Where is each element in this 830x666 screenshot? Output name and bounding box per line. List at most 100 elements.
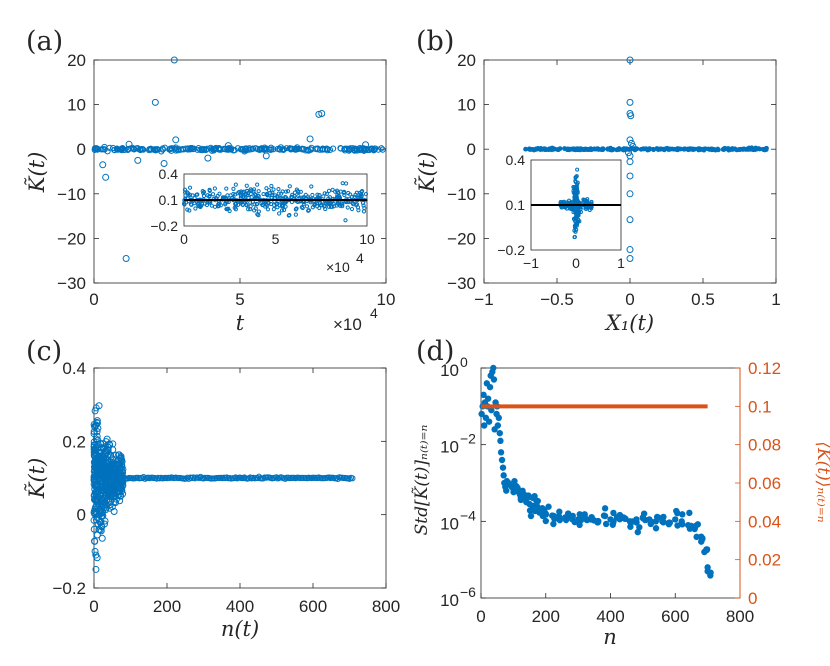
panel-b-inset-point <box>574 189 579 194</box>
panel-c-xtick-label: 400 <box>226 597 254 616</box>
panel-a-inset-point <box>244 183 249 188</box>
panel-a-outlier <box>122 254 130 262</box>
panel-c-point <box>99 512 107 520</box>
panel-a-inset-point <box>235 191 240 196</box>
panel-d-std-point <box>652 525 660 532</box>
panel-c-point <box>95 502 103 510</box>
panel-a-inset-point <box>309 184 314 189</box>
panel-a-inset-point <box>310 205 315 210</box>
panel-d-std-point <box>484 395 492 402</box>
panel-d-std-point <box>550 520 557 528</box>
panel-d-axes <box>480 367 741 599</box>
panel-a-axes <box>93 59 387 284</box>
panel-d-std-point <box>498 456 506 464</box>
panel-b-point <box>596 146 602 152</box>
panel-d-std-point <box>594 519 602 526</box>
panel-b-inset-xtick-label: 0 <box>572 255 580 271</box>
panel-a-point <box>119 144 126 152</box>
panel-a-point <box>194 146 201 153</box>
panel-a-point <box>154 146 161 153</box>
panel-a-inset-point <box>255 212 260 217</box>
panel-a-x-multiplier-exp: 4 <box>370 305 378 321</box>
panel-a-inset-point <box>293 212 298 217</box>
panel-b-inset-point <box>589 199 594 204</box>
panel-a-inset-point <box>224 186 229 191</box>
panel-a-inset-point <box>259 201 264 206</box>
panel-a-inset-point <box>359 188 365 194</box>
panel-a-point <box>113 146 121 153</box>
panel-a-inset-point <box>299 205 304 210</box>
panel-c-ytick-label: 0 <box>77 506 86 525</box>
panel-a-inset-point <box>196 202 201 207</box>
panel-a-inset-point <box>254 201 259 206</box>
panel-b-outlier <box>626 98 634 106</box>
panel-a-inset-point <box>207 188 212 193</box>
panel-a-label: (a) <box>26 26 63 57</box>
panel-b-inset-point <box>573 179 578 184</box>
panel-b-outlier <box>626 216 634 224</box>
panel-a-inset-point <box>295 189 300 194</box>
panel-a-inset-point <box>271 206 276 212</box>
panel-a-inset-point <box>355 205 361 210</box>
panel-c-point <box>100 445 108 453</box>
panel-a-inset-point <box>218 203 223 208</box>
panel-a-outlier <box>134 156 142 164</box>
panel-a-inset-point <box>352 194 357 200</box>
panel-a-inset-point <box>264 186 269 191</box>
panel-a-inset-point <box>314 201 320 206</box>
panel-c-ylabel: K̃(t) <box>25 458 49 500</box>
panel-b-inset-point <box>578 210 583 215</box>
panel-b-outlier <box>626 190 634 198</box>
panel-d-std-point <box>576 511 583 518</box>
panel-d-std-point <box>660 513 667 521</box>
panel-b-ytick-label: −20 <box>447 229 476 248</box>
panel-b-inset-point <box>572 195 577 200</box>
panel-b-inset-point <box>569 207 574 212</box>
panel-b-point <box>713 147 718 153</box>
panel-a-inset-point <box>255 182 260 187</box>
panel-b-point <box>591 146 597 152</box>
panel-a-point <box>203 146 210 153</box>
panel-b-point <box>554 147 560 152</box>
panel-a-inset-point <box>289 194 294 199</box>
panel-b-point <box>587 147 593 153</box>
panel-c-xtick-label: 200 <box>153 597 181 616</box>
panel-a-inset-point <box>245 189 250 194</box>
panel-b-outlier <box>627 112 635 120</box>
panel-b-point <box>646 147 651 153</box>
panel-c-point <box>94 472 102 480</box>
panel-a-point <box>307 146 315 153</box>
panel-b-point <box>638 146 644 152</box>
panel-a-inset-point <box>228 193 233 198</box>
panel-d-std-point <box>703 546 710 553</box>
panel-c-point <box>92 450 100 458</box>
panel-b-outlier <box>629 143 637 151</box>
panel-c-point <box>90 480 98 488</box>
panel-a-inset-point <box>210 192 216 197</box>
panel-d-std-point <box>634 528 641 536</box>
panel-d-std-point <box>490 364 497 372</box>
panel-b-inset-point <box>576 219 581 224</box>
panel-a-inset-point <box>265 207 271 212</box>
panel-a-inset-point <box>185 207 190 212</box>
panel-a-point <box>195 145 202 152</box>
panel-b-outlier <box>626 56 634 64</box>
panel-b-point <box>732 146 738 152</box>
panel-a-inset-point <box>223 202 228 207</box>
panel-b-ylabel: K̃(t) <box>415 152 439 194</box>
panel-a-point <box>353 147 361 154</box>
panel-a-inset-point <box>338 189 343 194</box>
panel-b-ytick-label: 20 <box>457 51 476 70</box>
panel-c-point <box>109 475 117 483</box>
panel-c-point <box>97 454 105 462</box>
panel-b-ytick-label: −10 <box>447 185 476 204</box>
panel-d-ytick-exp: −2 <box>460 431 476 447</box>
panel-a-inset-point <box>200 189 205 194</box>
panel-d-std-point <box>581 511 588 518</box>
panel-d-std-point <box>588 513 595 521</box>
panel-d-std-point <box>497 449 505 456</box>
panel-a-point <box>320 146 327 153</box>
panel-b-inset-ytick-label: 0.1 <box>506 197 526 213</box>
panel-a-inset-point <box>266 200 271 206</box>
panel-d-xtick-label: 0 <box>476 607 485 626</box>
